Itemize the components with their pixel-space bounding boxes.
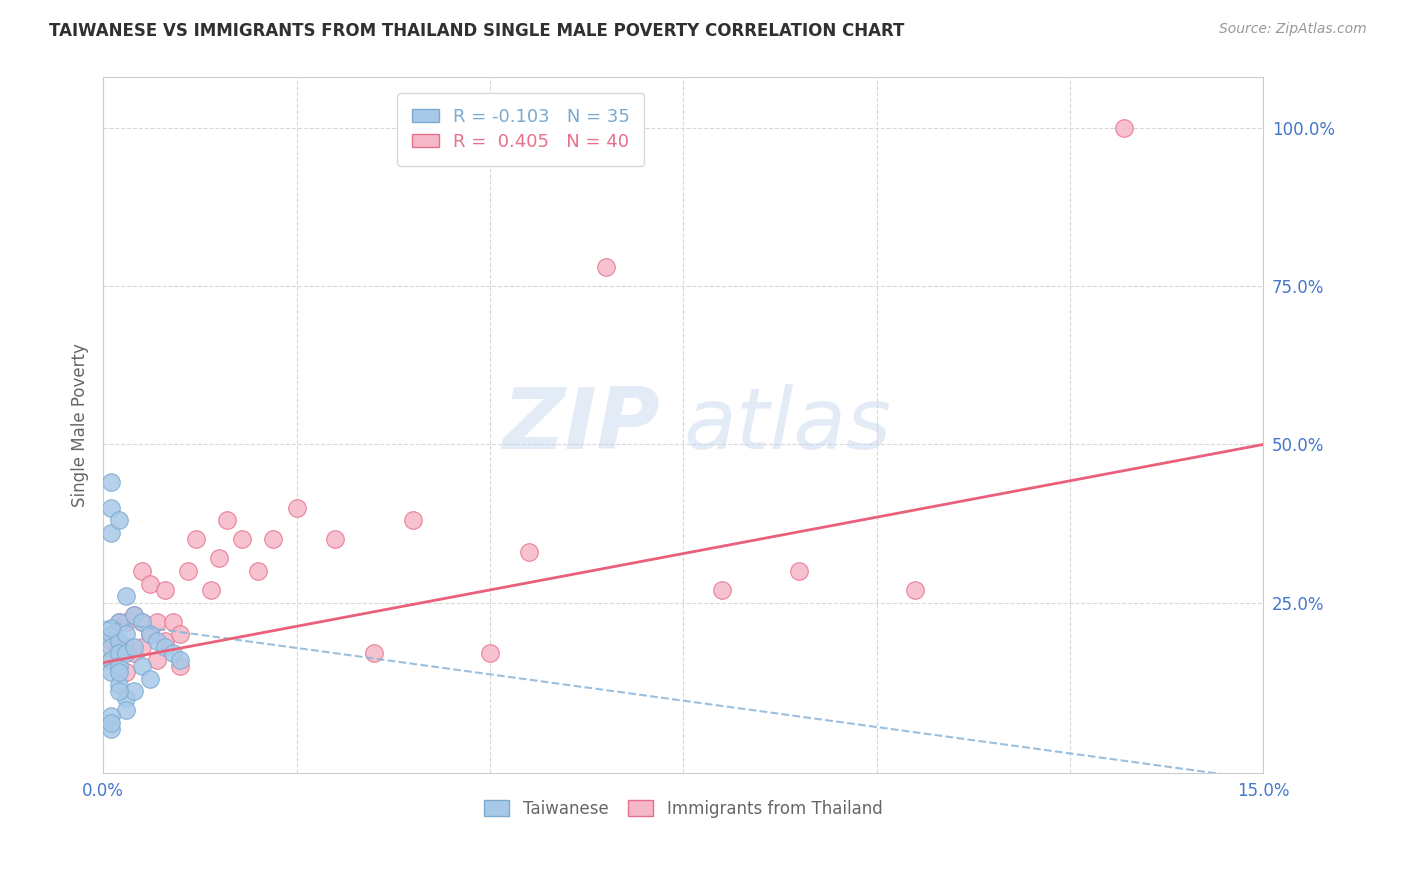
Point [710,582,733,597]
Point [122,608,145,623]
Point [100,627,122,641]
Point [107,513,129,527]
Point [146,652,169,666]
Point [100,621,122,635]
Point [184,533,207,547]
Point [115,690,138,705]
Point [107,615,129,629]
Point [169,627,191,641]
Point [115,589,138,603]
Point [162,646,184,660]
Text: TAIWANESE VS IMMIGRANTS FROM THAILAND SINGLE MALE POVERTY CORRELATION CHART: TAIWANESE VS IMMIGRANTS FROM THAILAND SI… [49,22,904,40]
Text: ZIP: ZIP [502,384,659,467]
Y-axis label: Single Male Poverty: Single Male Poverty [72,343,89,508]
Text: Source: ZipAtlas.com: Source: ZipAtlas.com [1219,22,1367,37]
Point [146,615,169,629]
Point [787,564,810,578]
Point [138,672,160,686]
Point [323,533,346,547]
Point [401,513,423,527]
Point [215,513,238,527]
Point [162,615,184,629]
Point [100,652,122,666]
Text: atlas: atlas [683,384,891,467]
Point [115,665,138,680]
Point [107,678,129,692]
Point [595,260,617,275]
Point [115,615,138,629]
Point [115,640,138,654]
Point [100,640,122,654]
Point [153,633,176,648]
Point [131,564,153,578]
Legend: Taiwanese, Immigrants from Thailand: Taiwanese, Immigrants from Thailand [478,793,889,824]
Point [177,564,200,578]
Point [200,582,222,597]
Point [169,652,191,666]
Point [285,500,308,515]
Point [131,615,153,629]
Point [146,633,169,648]
Point [262,533,284,547]
Point [122,684,145,698]
Point [153,582,176,597]
Point [138,576,160,591]
Point [122,608,145,623]
Point [478,646,501,660]
Point [138,627,160,641]
Point [100,665,122,680]
Point [107,646,129,660]
Point [138,627,160,641]
Point [115,646,138,660]
Point [122,646,145,660]
Point [122,640,145,654]
Point [100,633,122,648]
Point [363,646,385,660]
Point [517,545,540,559]
Point [100,722,122,736]
Point [1114,121,1136,136]
Point [131,658,153,673]
Point [100,500,122,515]
Point [131,640,153,654]
Point [107,684,129,698]
Point [107,665,129,680]
Point [107,633,129,648]
Point [100,475,122,490]
Point [107,615,129,629]
Point [115,703,138,717]
Point [208,551,231,566]
Point [107,640,129,654]
Point [100,526,122,541]
Point [100,709,122,723]
Point [115,627,138,641]
Point [100,715,122,730]
Point [904,582,927,597]
Point [246,564,269,578]
Point [231,533,253,547]
Point [131,615,153,629]
Point [153,640,176,654]
Point [107,658,129,673]
Point [100,652,122,666]
Point [169,658,191,673]
